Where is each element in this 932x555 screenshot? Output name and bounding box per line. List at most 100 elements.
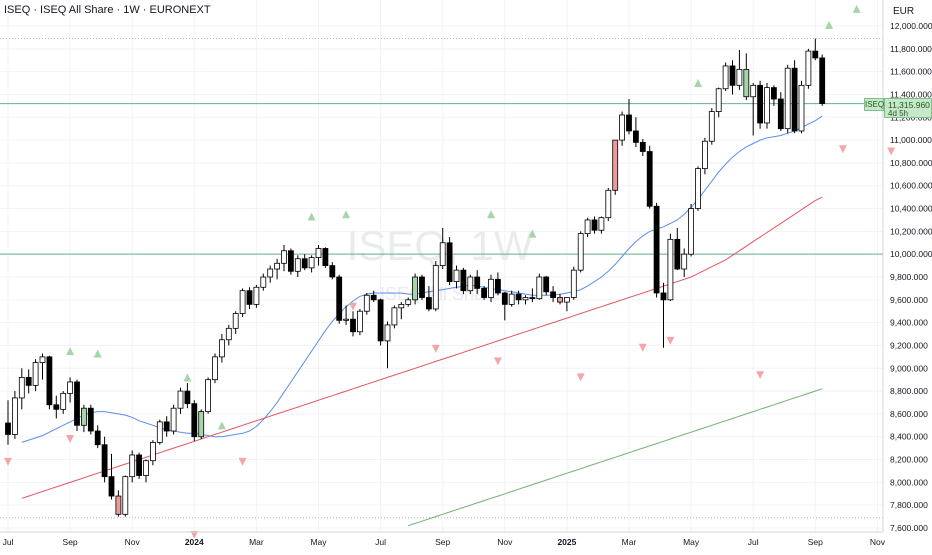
- y-tick-label: 8,800.000: [890, 386, 928, 396]
- candle-body: [543, 276, 550, 293]
- y-tick-label: 8,000.000: [890, 477, 928, 487]
- candle-body: [398, 303, 405, 309]
- candle-body: [363, 294, 370, 312]
- y-tick-label: 11,000.000: [890, 135, 932, 145]
- y-tick-label: 11,800.000: [890, 44, 932, 54]
- x-tick-label: Nov: [870, 537, 886, 547]
- down-marker: [349, 302, 357, 311]
- candle-body: [143, 460, 149, 476]
- candle-body: [212, 356, 218, 381]
- up-marker: [217, 421, 226, 430]
- candle-body: [570, 269, 577, 298]
- down-marker: [4, 457, 12, 466]
- candle-body: [750, 84, 757, 98]
- time-axis[interactable]: Jul Sep Nov 2024 Mar May Jul Sep Nov 2025 Mar May Ju…: [3, 537, 886, 547]
- candle-body: [639, 141, 646, 152]
- candle-body: [757, 84, 763, 124]
- candle-body: [626, 114, 632, 132]
- candle-body: [191, 403, 198, 438]
- candle-body: [294, 258, 301, 272]
- candle-body: [764, 87, 770, 124]
- y-tick-label: 10,400.000: [890, 204, 932, 214]
- markers: [4, 4, 896, 539]
- y-tick-label: 9,800.000: [890, 272, 928, 282]
- candles: [5, 38, 826, 517]
- candle-body: [253, 286, 260, 305]
- up-marker: [93, 349, 102, 358]
- down-marker: [756, 371, 765, 380]
- candle-body: [536, 276, 543, 300]
- y-tick-label: 11,400.000: [890, 89, 932, 99]
- candle-body: [425, 297, 432, 310]
- candle-body: [488, 278, 494, 298]
- y-tick-label: 10,800.000: [890, 158, 932, 168]
- candle-body: [771, 87, 777, 100]
- down-marker: [431, 344, 440, 353]
- y-tick-label: 12,000.000: [890, 21, 932, 31]
- candle-body: [412, 276, 419, 301]
- candle-body: [356, 310, 363, 333]
- x-tick-label: 2024: [185, 537, 204, 547]
- candle-body: [736, 68, 743, 86]
- candle-body: [391, 307, 398, 326]
- candle-body: [481, 288, 488, 298]
- candle-body: [156, 421, 163, 443]
- candle-body: [550, 291, 556, 298]
- candle-body: [301, 258, 308, 269]
- currency-label: EUR: [893, 6, 915, 17]
- candle-body: [584, 219, 591, 235]
- x-tick-label: May: [683, 537, 700, 547]
- candle-body: [18, 376, 25, 399]
- candle-body: [260, 276, 267, 288]
- up-marker: [852, 4, 861, 13]
- y-tick-label: 9,400.000: [890, 318, 928, 328]
- candle-body: [315, 248, 322, 259]
- candle-body: [695, 168, 701, 209]
- candle-body: [515, 293, 522, 301]
- candle-body: [32, 362, 39, 386]
- candle-body: [225, 327, 232, 341]
- candle-body: [94, 430, 101, 446]
- candle-body: [812, 50, 819, 59]
- down-marker: [576, 373, 585, 382]
- candle-body: [688, 208, 694, 255]
- up-marker: [528, 229, 537, 238]
- price-axis[interactable]: 12,000.000 11,800.000 11,600.000 11,400.000…: [890, 21, 932, 533]
- candle-body: [5, 422, 11, 435]
- x-tick-label: Jul: [3, 537, 14, 547]
- candle-body: [60, 392, 67, 410]
- down-marker: [838, 145, 847, 154]
- candle-body: [281, 250, 287, 264]
- candle-body: [681, 253, 688, 270]
- candle-body: [494, 278, 501, 294]
- candle-body: [667, 238, 674, 301]
- candle-body: [646, 151, 653, 207]
- candle-body: [46, 356, 53, 406]
- candle-body: [819, 57, 826, 104]
- candle-body: [329, 265, 336, 278]
- down-marker: [190, 530, 199, 539]
- y-tick-label: 9,600.000: [890, 295, 928, 305]
- x-tick-label: Sep: [435, 537, 450, 547]
- candle-body: [11, 397, 18, 435]
- candle-body: [702, 140, 708, 170]
- candle-body: [591, 219, 598, 231]
- candle-body: [784, 67, 791, 130]
- candle-body: [743, 68, 750, 98]
- down-marker: [238, 457, 247, 466]
- chart-header: ISEQ · ISEQ All Share · 1W · EURONEXT: [4, 4, 211, 16]
- up-marker: [694, 79, 702, 88]
- candle-body: [660, 292, 667, 301]
- x-tick-label: Sep: [808, 537, 823, 547]
- candle-body: [384, 324, 391, 342]
- down-marker: [66, 435, 75, 444]
- x-tick-label: Mar: [249, 537, 264, 547]
- x-tick-label: Sep: [63, 537, 78, 547]
- x-tick-label: Nov: [497, 537, 513, 547]
- y-tick-label: 10,600.000: [890, 181, 932, 191]
- up-marker: [342, 210, 351, 219]
- candle-body: [405, 299, 412, 305]
- up-marker: [183, 373, 192, 382]
